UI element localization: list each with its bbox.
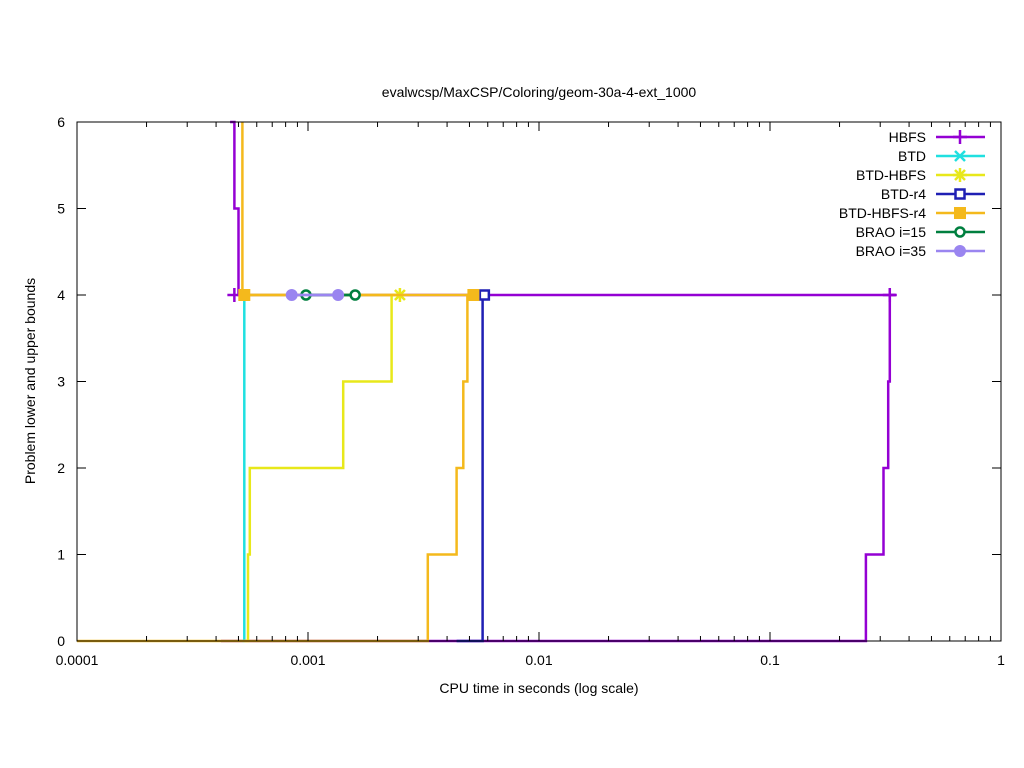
series-btd-hbfs-r4 bbox=[77, 122, 480, 643]
legend-label: HBFS bbox=[889, 129, 926, 145]
x-tick-label: 0.1 bbox=[760, 652, 780, 668]
legend-marker bbox=[953, 168, 967, 182]
btd-hbfs-r4-data-point bbox=[238, 289, 251, 301]
marker-shape bbox=[954, 226, 966, 238]
legend-entry-btd-hbfs-r4: BTD-HBFS-r4 bbox=[839, 205, 985, 221]
legend-label: BRAO i=35 bbox=[856, 243, 927, 259]
marker-shape bbox=[332, 289, 345, 301]
legend-entry-btd: BTD bbox=[898, 148, 985, 164]
legend-entry-btd-r4: BTD-r4 bbox=[881, 186, 985, 202]
hbfs-lower-bound-line bbox=[221, 293, 896, 643]
y-tick-label: 5 bbox=[57, 201, 65, 217]
marker-shape bbox=[349, 289, 361, 301]
marker-shape bbox=[954, 207, 966, 219]
y-tick-label: 0 bbox=[57, 633, 65, 649]
legend-entry-brao-i-15: BRAO i=15 bbox=[856, 224, 985, 240]
x-tick-label: 0.001 bbox=[290, 652, 325, 668]
legend-label: BTD-HBFS-r4 bbox=[839, 205, 926, 221]
marker-shape bbox=[467, 289, 480, 301]
legend-marker bbox=[954, 188, 966, 200]
legend-marker bbox=[954, 226, 966, 238]
legend-marker bbox=[954, 207, 966, 219]
x-axis-label: CPU time in seconds (log scale) bbox=[439, 680, 638, 696]
marker-stroke bbox=[954, 150, 966, 162]
legend-label: BRAO i=15 bbox=[856, 224, 927, 240]
marker-shape bbox=[954, 245, 966, 257]
legend-label: BTD bbox=[898, 148, 926, 164]
y-tick-label: 2 bbox=[57, 460, 65, 476]
brao-i-15-data-point bbox=[349, 289, 361, 301]
btd-hbfs-lower-bound-line bbox=[244, 293, 400, 643]
legend-marker bbox=[953, 130, 967, 144]
legend-label: BTD-r4 bbox=[881, 186, 926, 202]
y-axis-label: Problem lower and upper bounds bbox=[22, 278, 38, 484]
marker-shape bbox=[954, 188, 966, 200]
marker-shape bbox=[285, 289, 298, 301]
x-tick-label: 0.01 bbox=[525, 652, 552, 668]
y-tick-label: 3 bbox=[57, 374, 65, 390]
brao-i-35-data-point bbox=[332, 289, 345, 301]
y-tick-label: 1 bbox=[57, 547, 65, 563]
x-tick-label: 0.0001 bbox=[56, 652, 99, 668]
legend-entry-hbfs: HBFS bbox=[889, 129, 985, 145]
series-brao-i-35 bbox=[285, 289, 345, 301]
marker-stroke bbox=[954, 169, 966, 181]
btd-hbfs-r4-data-point bbox=[467, 289, 480, 301]
x-tick-label: 1 bbox=[997, 652, 1005, 668]
marker-shape bbox=[478, 289, 491, 301]
y-tick-label: 4 bbox=[57, 287, 65, 303]
y-tick-label: 6 bbox=[57, 114, 65, 130]
legend-entry-btd-hbfs: BTD-HBFS bbox=[856, 167, 985, 183]
legend-marker bbox=[954, 150, 966, 162]
brao-i-35-data-point bbox=[285, 289, 298, 301]
btd-r4-data-point bbox=[478, 289, 491, 301]
hbfs-data-point bbox=[882, 288, 897, 302]
legend-entry-brao-i-35: BRAO i=35 bbox=[856, 243, 985, 259]
legend-label: BTD-HBFS bbox=[856, 167, 926, 183]
marker-shape bbox=[238, 289, 251, 301]
legend-marker bbox=[954, 245, 966, 257]
btd-hbfs-r4-lower-bound-line bbox=[77, 293, 474, 643]
chart-title: evalwcsp/MaxCSP/Coloring/geom-30a-4-ext_… bbox=[382, 84, 697, 100]
